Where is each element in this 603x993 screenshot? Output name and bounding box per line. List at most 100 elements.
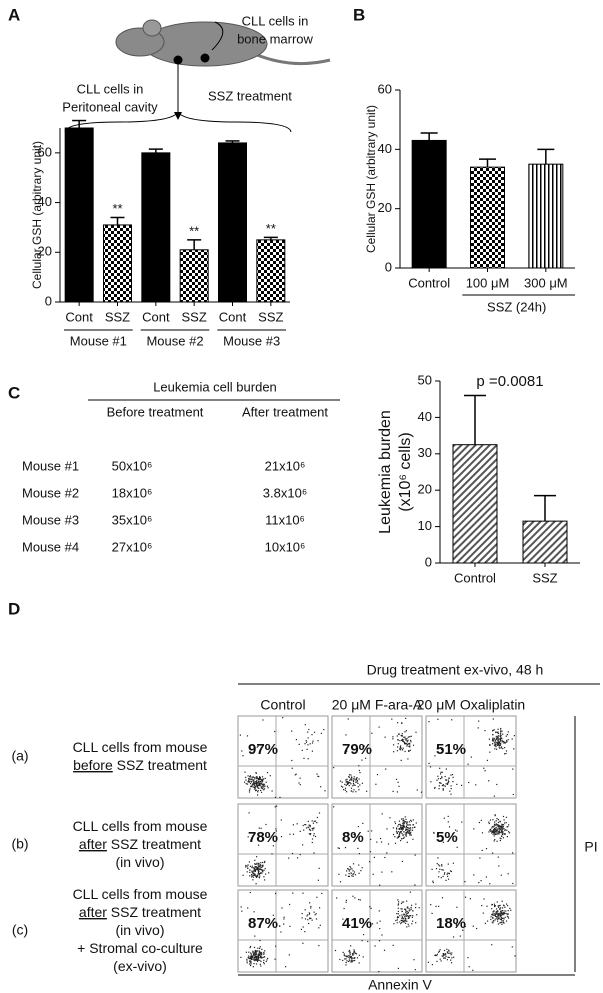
event-dot <box>257 782 259 784</box>
event-dot <box>440 920 442 922</box>
y-tick-label: 0 <box>425 554 432 569</box>
event-dot <box>256 782 258 784</box>
scatter-plot: 18% <box>425 889 517 973</box>
event-dot <box>488 822 490 825</box>
event-dot <box>401 738 403 740</box>
bar <box>528 163 564 269</box>
event-dot <box>259 781 261 783</box>
event-dot <box>338 847 340 849</box>
event-dot <box>381 871 383 873</box>
event-dot <box>461 821 463 823</box>
event-dot <box>264 868 266 870</box>
event-dot <box>407 831 409 833</box>
event-dot <box>501 912 503 914</box>
event-dot <box>315 913 317 915</box>
event-dot <box>507 913 509 915</box>
event-dot <box>500 916 502 919</box>
event-dot <box>498 827 500 829</box>
event-dot <box>403 825 405 827</box>
event-dot <box>254 874 256 876</box>
event-dot <box>499 837 501 839</box>
event-dot <box>261 776 264 778</box>
event-dot <box>361 940 363 942</box>
event-dot <box>256 868 258 870</box>
event-dot <box>410 741 412 743</box>
event-dot <box>352 863 355 865</box>
y-axis-label: (x10⁶ cells) <box>397 432 414 512</box>
event-dot <box>438 876 440 878</box>
bar <box>141 152 171 303</box>
event-dot <box>245 951 247 953</box>
event-dot <box>449 952 451 954</box>
event-dot <box>297 857 299 859</box>
event-dot <box>251 870 253 872</box>
event-dot <box>443 949 446 952</box>
event-dot <box>253 946 256 948</box>
event-dot <box>400 902 403 905</box>
event-dot <box>354 779 356 781</box>
event-dot <box>498 824 500 827</box>
event-dot <box>352 873 354 875</box>
event-dot <box>498 830 500 832</box>
event-dot <box>408 917 410 919</box>
event-dot <box>440 748 442 750</box>
event-dot <box>304 909 306 911</box>
event-dot <box>251 872 253 874</box>
event-dot <box>434 786 436 789</box>
event-dot <box>496 910 498 912</box>
event-dot <box>263 963 265 965</box>
event-dot <box>505 750 508 752</box>
event-dot <box>403 741 405 743</box>
event-dot <box>488 831 490 833</box>
event-dot <box>253 874 255 876</box>
event-dot <box>250 961 252 963</box>
event-dot <box>442 841 444 843</box>
event-dot <box>497 824 499 826</box>
event-dot <box>255 869 257 871</box>
event-dot <box>506 829 508 831</box>
event-dot <box>249 957 251 959</box>
event-dot <box>355 781 357 783</box>
event-dot <box>498 906 500 908</box>
event-dot <box>257 958 259 960</box>
event-dot <box>493 840 495 842</box>
percent-label: 79% <box>342 741 372 758</box>
event-dot <box>443 955 445 957</box>
event-dot <box>499 904 501 906</box>
event-dot <box>349 869 351 871</box>
event-dot <box>319 924 321 926</box>
event-dot <box>404 743 406 745</box>
event-dot <box>356 780 359 782</box>
event-dot <box>308 912 310 914</box>
event-dot <box>352 870 354 872</box>
event-dot <box>488 780 490 782</box>
event-dot <box>262 864 264 866</box>
event-dot <box>253 868 255 870</box>
event-dot <box>495 831 497 833</box>
event-dot <box>362 822 364 824</box>
event-dot <box>351 960 353 962</box>
event-dot <box>373 856 375 858</box>
event-dot <box>251 874 253 876</box>
event-dot <box>259 956 261 959</box>
row-text-part: before <box>73 757 113 773</box>
event-dot <box>264 785 266 787</box>
event-dot <box>345 958 347 960</box>
event-dot <box>499 827 501 830</box>
event-dot <box>492 830 495 832</box>
event-dot <box>501 900 503 902</box>
event-dot <box>502 831 504 833</box>
event-dot <box>256 958 258 960</box>
event-dot <box>394 836 396 838</box>
event-dot <box>479 857 481 859</box>
percent-label: 51% <box>436 741 466 758</box>
event-dot <box>353 784 355 786</box>
event-dot <box>292 833 295 835</box>
event-dot <box>456 906 458 908</box>
event-dot <box>272 845 274 847</box>
event-dot <box>261 785 263 787</box>
event-dot <box>242 874 244 876</box>
event-dot <box>488 738 490 740</box>
event-dot <box>370 907 372 909</box>
event-dot <box>497 743 500 746</box>
